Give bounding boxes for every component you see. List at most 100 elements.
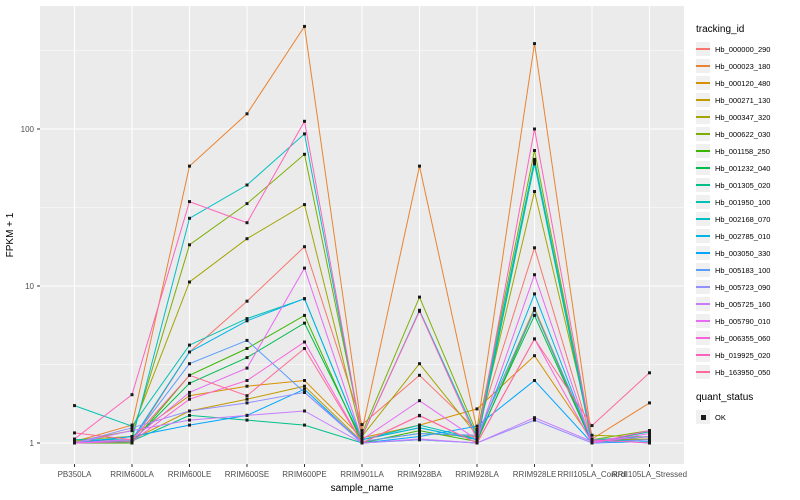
legend-item-label: Hb_005790_010 (715, 316, 771, 326)
legend-item-label: Hb_001158_250 (715, 146, 770, 156)
data-point-marker (188, 280, 191, 284)
legend-items: Hb_000000_290 Hb_000023_180 Hb_000120_480 H… (696, 42, 800, 379)
square-point-icon (700, 414, 706, 420)
legend-line-icon (696, 371, 710, 373)
legend-key (696, 127, 710, 141)
data-point-marker (303, 340, 306, 344)
legend-item-label: Hb_001950_100 (715, 197, 771, 207)
x-tick-label: RRIM901LA (340, 470, 384, 479)
data-point-marker (475, 407, 479, 411)
data-point-marker (130, 435, 134, 438)
legend-key (696, 161, 710, 175)
data-point-marker (590, 424, 594, 428)
data-point-marker (188, 397, 191, 401)
data-point-marker (303, 384, 306, 388)
data-point-marker (475, 438, 479, 442)
data-point-marker (303, 297, 306, 301)
legend-item: Hb_001305_020 (696, 178, 800, 192)
data-point-marker (245, 418, 249, 422)
legend-line-icon (696, 150, 710, 152)
legend-line-icon (696, 252, 710, 254)
data-point-marker (533, 162, 536, 166)
data-point-marker (303, 132, 306, 136)
data-point-marker (188, 216, 191, 220)
x-tick-label: RRIM928LA (455, 470, 499, 479)
legend-item-label: Hb_000000_290 (715, 44, 771, 54)
data-point-marker (533, 313, 536, 317)
data-point-marker (418, 399, 421, 403)
line-chart: 1 10 100 PB350LA RRIM600LA RRIM600LE RRIM600SE… (5, 6, 687, 494)
legend-item: Hb_005723_090 (696, 280, 800, 294)
data-point-marker (303, 203, 306, 207)
legend-item-label: Hb_000622_030 (715, 129, 771, 139)
data-point-marker (245, 299, 249, 303)
legend-line-icon (696, 286, 710, 288)
legend-line-icon (696, 269, 710, 271)
legend-item-label: Hb_019925_020 (715, 350, 771, 360)
legend-line-icon (696, 133, 710, 135)
data-point-marker (130, 429, 134, 433)
data-point-marker (188, 381, 191, 385)
legend-item: Hb_000271_130 (696, 93, 800, 107)
legend-line-icon (696, 354, 710, 356)
legend-key (696, 59, 710, 73)
x-tick-label: RRIM600PE (282, 470, 326, 479)
data-point-marker (73, 441, 76, 445)
data-point-marker (188, 394, 191, 398)
data-point-marker (245, 202, 249, 206)
data-point-marker (533, 306, 536, 310)
data-point-marker (533, 337, 536, 341)
legend-key (696, 144, 710, 158)
legend-key (696, 280, 710, 294)
data-point-marker (245, 366, 249, 370)
data-point-marker (533, 157, 536, 161)
data-point-marker (73, 437, 76, 441)
data-point-marker (245, 413, 249, 417)
data-point-marker (418, 309, 421, 313)
data-point-marker (245, 379, 249, 382)
data-point-marker (360, 441, 364, 445)
data-point-marker (533, 42, 536, 46)
legend-item: Hb_000622_030 (696, 127, 800, 141)
data-point-marker (303, 390, 306, 394)
data-point-marker (245, 397, 249, 401)
data-point-marker (418, 435, 421, 438)
data-point-marker (475, 433, 479, 437)
x-axis-title: sample_name (331, 483, 394, 494)
legend-item-label: Hb_001232_040 (715, 163, 771, 173)
data-point-marker (418, 373, 421, 377)
x-tick-label: RRIM600SE (225, 470, 269, 479)
legend-item: Hb_000347_320 (696, 110, 800, 124)
data-point-marker (303, 24, 306, 28)
data-point-marker (418, 423, 421, 427)
data-point-marker (188, 350, 191, 354)
legend-line-icon (696, 320, 710, 322)
data-point-marker (418, 295, 421, 299)
legend-key (696, 410, 710, 424)
data-point-marker (188, 373, 191, 377)
data-point-marker (590, 438, 594, 442)
legend-item: Hb_000023_180 (696, 59, 800, 73)
data-point-marker (533, 354, 536, 358)
axes: 1 10 100 PB350LA RRIM600LA RRIM600LE RRIM600SE… (21, 125, 687, 479)
data-point-marker (648, 401, 651, 405)
legend-line-icon (696, 82, 710, 84)
legend-key (696, 263, 710, 277)
data-point-marker (590, 441, 594, 445)
data-point-marker (360, 429, 364, 433)
data-point-marker (648, 429, 651, 433)
data-point-marker (303, 347, 306, 350)
data-point-marker (360, 438, 364, 442)
legend-item-label: Hb_006355_060 (715, 333, 771, 343)
legend-line-icon (696, 99, 710, 101)
legend-line-icon (696, 235, 710, 237)
data-point-marker (533, 149, 536, 152)
data-point-marker (533, 418, 536, 422)
legend-line-icon (696, 65, 710, 67)
data-point-marker (533, 273, 536, 277)
data-point-marker (533, 127, 536, 131)
data-point-marker (418, 362, 421, 366)
x-tick-label: RRIM928BA (397, 470, 442, 479)
legend-item: Hb_003050_330 (696, 246, 800, 260)
data-point-marker (475, 441, 479, 445)
